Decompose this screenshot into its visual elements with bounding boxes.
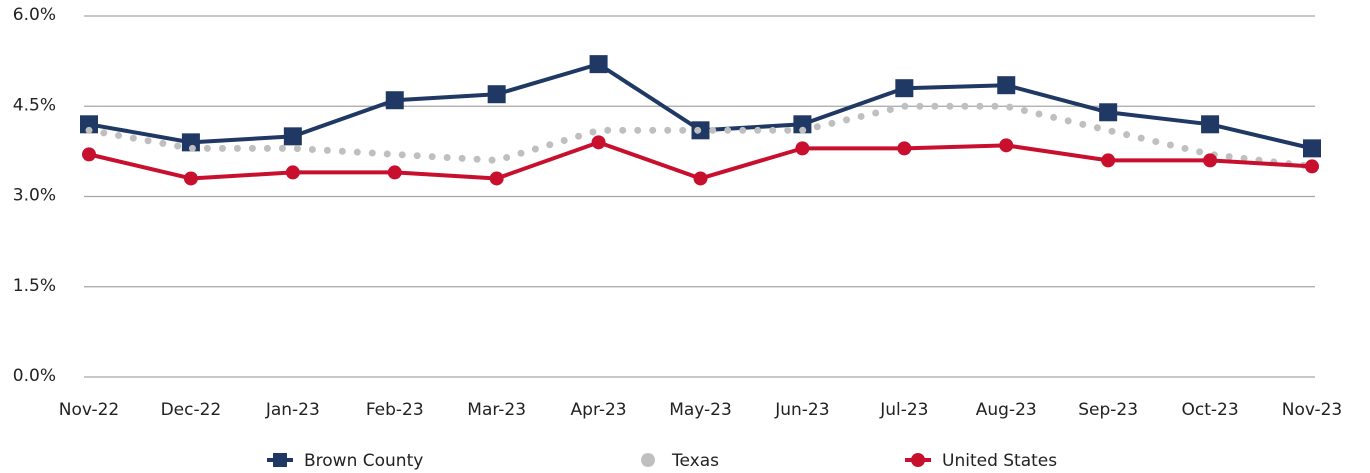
legend-label: Brown County bbox=[304, 451, 423, 471]
x-tick-label: Nov-23 bbox=[1282, 400, 1343, 420]
series-line bbox=[85, 102, 1316, 170]
data-point bbox=[693, 171, 708, 186]
x-tick-label: Dec-22 bbox=[161, 400, 222, 420]
data-point bbox=[385, 91, 404, 110]
data-point bbox=[487, 85, 506, 104]
x-tick-label: Feb-23 bbox=[366, 400, 424, 420]
data-point bbox=[897, 141, 912, 156]
x-tick-label: Aug-23 bbox=[976, 400, 1037, 420]
legend-marker bbox=[273, 453, 287, 467]
data-point bbox=[285, 165, 300, 180]
data-point bbox=[1305, 159, 1319, 174]
y-tick-label: 0.0% bbox=[13, 366, 56, 386]
data-point bbox=[283, 127, 302, 146]
legend-marker bbox=[911, 453, 925, 467]
data-point bbox=[82, 147, 96, 162]
data-point bbox=[1201, 115, 1220, 134]
data-point bbox=[1101, 153, 1116, 168]
x-tick-label: Jun-23 bbox=[774, 400, 829, 420]
data-point bbox=[1099, 103, 1118, 122]
y-tick-label: 4.5% bbox=[13, 95, 56, 115]
legend-label: United States bbox=[942, 451, 1057, 471]
x-tick-label: Jan-23 bbox=[265, 400, 320, 420]
data-point bbox=[589, 55, 608, 74]
data-point bbox=[183, 171, 198, 186]
x-tick-label: Jul-23 bbox=[879, 400, 928, 420]
x-tick-label: Apr-23 bbox=[571, 400, 627, 420]
y-tick-label: 1.5% bbox=[13, 276, 56, 296]
x-tick-label: May-23 bbox=[669, 400, 732, 420]
data-point bbox=[795, 141, 810, 156]
data-point bbox=[1303, 139, 1321, 158]
data-point bbox=[591, 135, 606, 150]
legend-marker bbox=[641, 453, 655, 467]
y-tick-label: 6.0% bbox=[13, 5, 56, 25]
data-point bbox=[387, 165, 402, 180]
legend-label: Texas bbox=[671, 451, 719, 471]
x-tick-label: Mar-23 bbox=[467, 400, 526, 420]
y-tick-label: 3.0% bbox=[13, 186, 56, 206]
data-point bbox=[895, 79, 914, 98]
data-point bbox=[80, 115, 98, 134]
data-point bbox=[793, 115, 812, 134]
x-tick-label: Sep-23 bbox=[1078, 400, 1138, 420]
data-point bbox=[1203, 153, 1218, 168]
data-point bbox=[997, 76, 1016, 95]
data-point bbox=[489, 171, 504, 186]
data-point bbox=[999, 138, 1014, 153]
x-tick-label: Oct-23 bbox=[1181, 400, 1238, 420]
x-tick-label: Nov-22 bbox=[59, 400, 120, 420]
